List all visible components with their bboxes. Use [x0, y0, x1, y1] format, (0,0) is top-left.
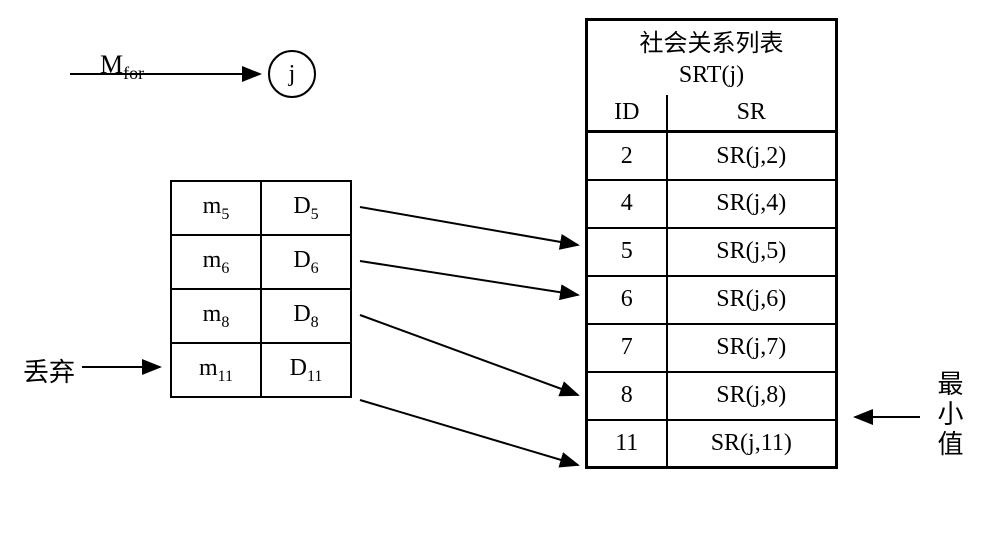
sr-cell: SR(j,7) — [667, 324, 837, 372]
id-cell: 4 — [587, 180, 667, 228]
d-cell: D11 — [261, 343, 351, 397]
sr-cell: SR(j,8) — [667, 372, 837, 420]
node-j-label: j — [289, 61, 296, 88]
table-row: m5D5 — [171, 181, 351, 235]
table-row: 4SR(j,4) — [587, 180, 837, 228]
m-for-base: M — [100, 50, 123, 79]
table-row: 11SR(j,11) — [587, 420, 837, 468]
srt-title-line2: SRT(j) — [588, 60, 835, 91]
table-row: 7SR(j,7) — [587, 324, 837, 372]
d-cell: D5 — [261, 181, 351, 235]
sr-cell: SR(j,5) — [667, 228, 837, 276]
discard-label: 丢弃 — [23, 352, 75, 389]
id-cell: 11 — [587, 420, 667, 468]
table-row: 5SR(j,5) — [587, 228, 837, 276]
m-cell: m11 — [171, 343, 261, 397]
srt-col-id-header: ID — [587, 95, 667, 132]
arrow-d11-to-srt — [360, 400, 578, 465]
m-cell: m8 — [171, 289, 261, 343]
table-row: m6D6 — [171, 235, 351, 289]
table-row: 6SR(j,6) — [587, 276, 837, 324]
arrow-d5-to-srt — [360, 207, 578, 245]
m-for-sub: for — [123, 63, 144, 83]
m-cell: m6 — [171, 235, 261, 289]
id-cell: 2 — [587, 132, 667, 180]
id-cell: 6 — [587, 276, 667, 324]
m-for-label: Mfor — [100, 50, 144, 84]
d-cell: D8 — [261, 289, 351, 343]
id-cell: 7 — [587, 324, 667, 372]
social-relation-table: 社会关系列表 SRT(j) ID SR 2SR(j,2)4SR(j,4)5SR(… — [585, 18, 838, 469]
sr-cell: SR(j,6) — [667, 276, 837, 324]
sr-cell: SR(j,2) — [667, 132, 837, 180]
table-row: m8D8 — [171, 289, 351, 343]
m-cell: m5 — [171, 181, 261, 235]
arrow-overlay — [0, 0, 1000, 539]
table-row: 2SR(j,2) — [587, 132, 837, 180]
id-cell: 5 — [587, 228, 667, 276]
sr-cell: SR(j,11) — [667, 420, 837, 468]
id-cell: 8 — [587, 372, 667, 420]
table-row: 8SR(j,8) — [587, 372, 837, 420]
d-cell: D6 — [261, 235, 351, 289]
node-j: j — [268, 50, 316, 98]
srt-title-line1: 社会关系列表 — [588, 29, 835, 60]
srt-title: 社会关系列表 SRT(j) — [587, 20, 837, 96]
sr-cell: SR(j,4) — [667, 180, 837, 228]
message-buffer-table: m5D5m6D6m8D8m11D11 — [170, 180, 352, 398]
srt-col-sr-header: SR — [667, 95, 837, 132]
arrow-d6-to-srt — [360, 261, 578, 295]
min-value-label: 最小值 — [930, 370, 967, 460]
arrow-d8-to-srt — [360, 315, 578, 395]
table-row: m11D11 — [171, 343, 351, 397]
